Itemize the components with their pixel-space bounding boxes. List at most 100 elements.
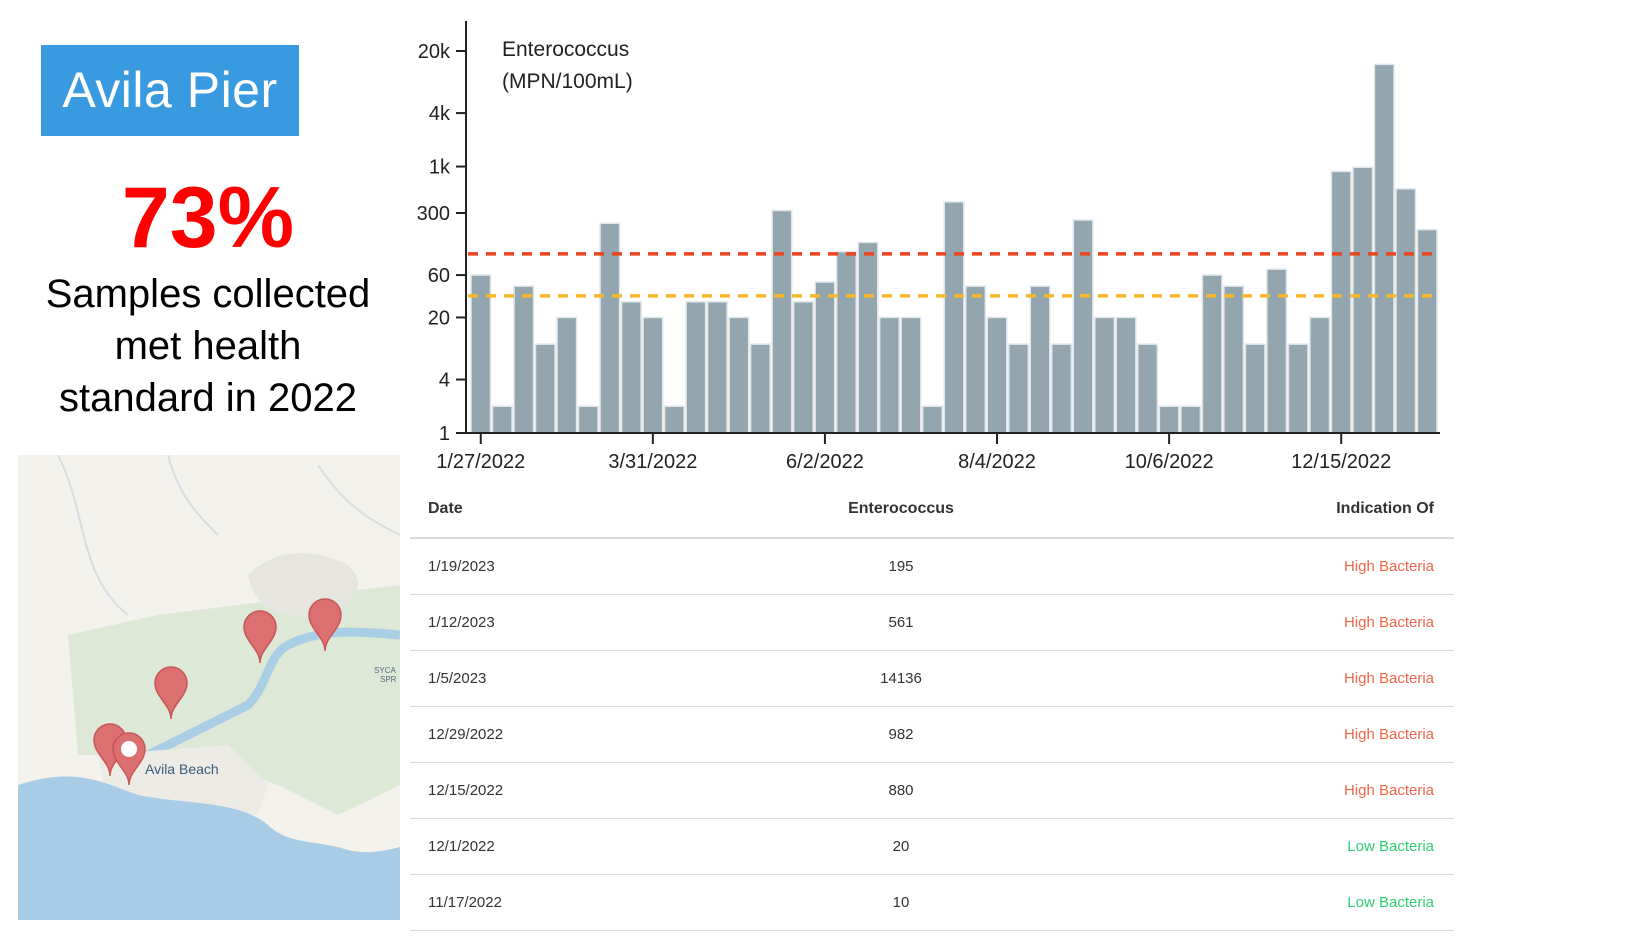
enterococcus-bar-chart: 1 4 20 60 300 1k 4k 20k 1/27/2022 3/31/2022 6/2/2… — [417, 21, 1440, 473]
bar[interactable] — [771, 209, 793, 434]
cell-date: 12/15/2022 — [428, 782, 504, 799]
table-row[interactable]: 1/5/2023 14136 High Bacteria — [410, 651, 1454, 707]
map-marker-icon[interactable] — [308, 598, 342, 652]
y-tick-label: 4k — [429, 103, 451, 125]
bar[interactable] — [556, 316, 578, 434]
bar[interactable] — [792, 301, 814, 434]
table-row[interactable]: 12/15/2022 880 High Bacteria — [410, 763, 1454, 819]
bar[interactable] — [921, 405, 943, 434]
bar[interactable] — [1072, 219, 1094, 434]
bar[interactable] — [1373, 63, 1395, 434]
bar[interactable] — [685, 301, 707, 434]
cell-date: 12/29/2022 — [428, 726, 504, 743]
cell-date: 1/19/2023 — [428, 558, 495, 575]
map-marker-icon[interactable] — [243, 610, 277, 664]
y-tick-label: 1 — [439, 423, 450, 445]
y-axis-label-line-1: Enterococcus — [502, 38, 629, 61]
table-row[interactable]: 1/12/2023 561 High Bacteria — [410, 595, 1454, 651]
bar[interactable] — [1330, 170, 1352, 434]
cell-indication: Low Bacteria — [1347, 894, 1434, 911]
bar[interactable] — [1158, 405, 1180, 434]
bar[interactable] — [814, 281, 836, 434]
cell-date: 1/5/2023 — [428, 670, 487, 687]
header-indication[interactable]: Indication Of — [1336, 500, 1434, 517]
map-marker-selected-icon[interactable] — [112, 732, 146, 786]
bar-series — [470, 63, 1438, 434]
bar[interactable] — [900, 316, 922, 434]
caption-line-2: met health — [114, 324, 302, 368]
y-axis-label-line-2: (MPN/100mL) — [502, 70, 633, 93]
table-row[interactable]: 11/17/2022 10 Low Bacteria — [410, 875, 1454, 931]
samples-table: Date Enterococcus Indication Of 1/19/202… — [410, 481, 1454, 931]
bar[interactable] — [1029, 285, 1051, 434]
y-ticks: 1 4 20 60 300 1k 4k 20k — [417, 41, 466, 445]
bar[interactable] — [491, 405, 513, 434]
bar[interactable] — [965, 285, 987, 434]
y-tick-label: 60 — [428, 265, 450, 287]
bar[interactable] — [986, 316, 1008, 434]
bar[interactable] — [1244, 343, 1266, 434]
bar[interactable] — [1287, 343, 1309, 434]
table-row[interactable]: 1/19/2023 195 High Bacteria — [410, 539, 1454, 595]
threshold-lines — [468, 252, 1440, 298]
percent-caption: Samples collected met health standard in… — [0, 268, 416, 424]
cell-date: 1/12/2023 — [428, 614, 495, 631]
bar[interactable] — [513, 285, 535, 434]
cell-enterococcus: 561 — [888, 614, 914, 631]
x-tick-label: 3/31/2022 — [608, 451, 697, 473]
bar[interactable] — [878, 316, 900, 434]
bar[interactable] — [728, 316, 750, 434]
bar[interactable] — [749, 343, 771, 434]
bar[interactable] — [663, 405, 685, 434]
cell-date: 12/1/2022 — [428, 838, 495, 855]
cell-enterococcus: 14136 — [880, 670, 922, 687]
cell-indication: High Bacteria — [1343, 782, 1434, 799]
bar[interactable] — [1051, 343, 1073, 434]
bar[interactable] — [1201, 274, 1223, 434]
bar[interactable] — [943, 201, 965, 434]
y-tick-label: 4 — [439, 370, 450, 392]
table-header: Date Enterococcus Indication Of — [410, 481, 1454, 539]
bar[interactable] — [1094, 316, 1116, 434]
bar[interactable] — [1266, 268, 1288, 434]
bar[interactable] — [620, 301, 642, 434]
x-tick-label: 10/6/2022 — [1125, 451, 1214, 473]
bar[interactable] — [706, 301, 728, 434]
location-map[interactable]: Avila Beach SYCA SPR — [18, 455, 400, 920]
bar[interactable] — [577, 405, 599, 434]
x-tick-label: 6/2/2022 — [786, 451, 864, 473]
bar[interactable] — [470, 274, 492, 434]
bar[interactable] — [1115, 316, 1137, 434]
bar[interactable] — [1395, 188, 1417, 434]
bar[interactable] — [835, 250, 857, 434]
y-tick-label: 20 — [428, 307, 450, 329]
cell-enterococcus: 982 — [888, 726, 914, 743]
bar[interactable] — [1008, 343, 1030, 434]
x-ticks: 1/27/2022 3/31/2022 6/2/2022 8/4/2022 10/6/2… — [436, 433, 1391, 473]
header-date[interactable]: Date — [428, 500, 463, 517]
cell-enterococcus: 20 — [892, 838, 910, 855]
caption-line-1: Samples collected — [45, 272, 371, 316]
table-body: 1/19/2023 195 High Bacteria 1/12/2023 561 Hig… — [410, 539, 1454, 931]
bar[interactable] — [642, 316, 664, 434]
selected-marker-dot — [121, 741, 137, 757]
table-row[interactable]: 12/1/2022 20 Low Bacteria — [410, 819, 1454, 875]
cell-enterococcus: 195 — [888, 558, 914, 575]
cell-indication: High Bacteria — [1343, 670, 1434, 687]
x-tick-label: 12/15/2022 — [1291, 451, 1391, 473]
bar[interactable] — [1180, 405, 1202, 434]
bar[interactable] — [534, 343, 556, 434]
bar[interactable] — [1137, 343, 1159, 434]
x-tick-label: 1/27/2022 — [436, 451, 525, 473]
cell-enterococcus: 880 — [888, 782, 914, 799]
bar[interactable] — [857, 241, 879, 434]
bar[interactable] — [1223, 285, 1245, 434]
map-marker-icon[interactable] — [154, 666, 188, 720]
table-row[interactable]: 12/29/2022 982 High Bacteria — [410, 707, 1454, 763]
y-tick-label: 300 — [417, 203, 450, 225]
bar[interactable] — [1352, 166, 1374, 434]
cell-indication: High Bacteria — [1343, 614, 1434, 631]
bar[interactable] — [1416, 228, 1438, 434]
bar[interactable] — [1309, 316, 1331, 434]
header-enterococcus[interactable]: Enterococcus — [848, 500, 954, 517]
